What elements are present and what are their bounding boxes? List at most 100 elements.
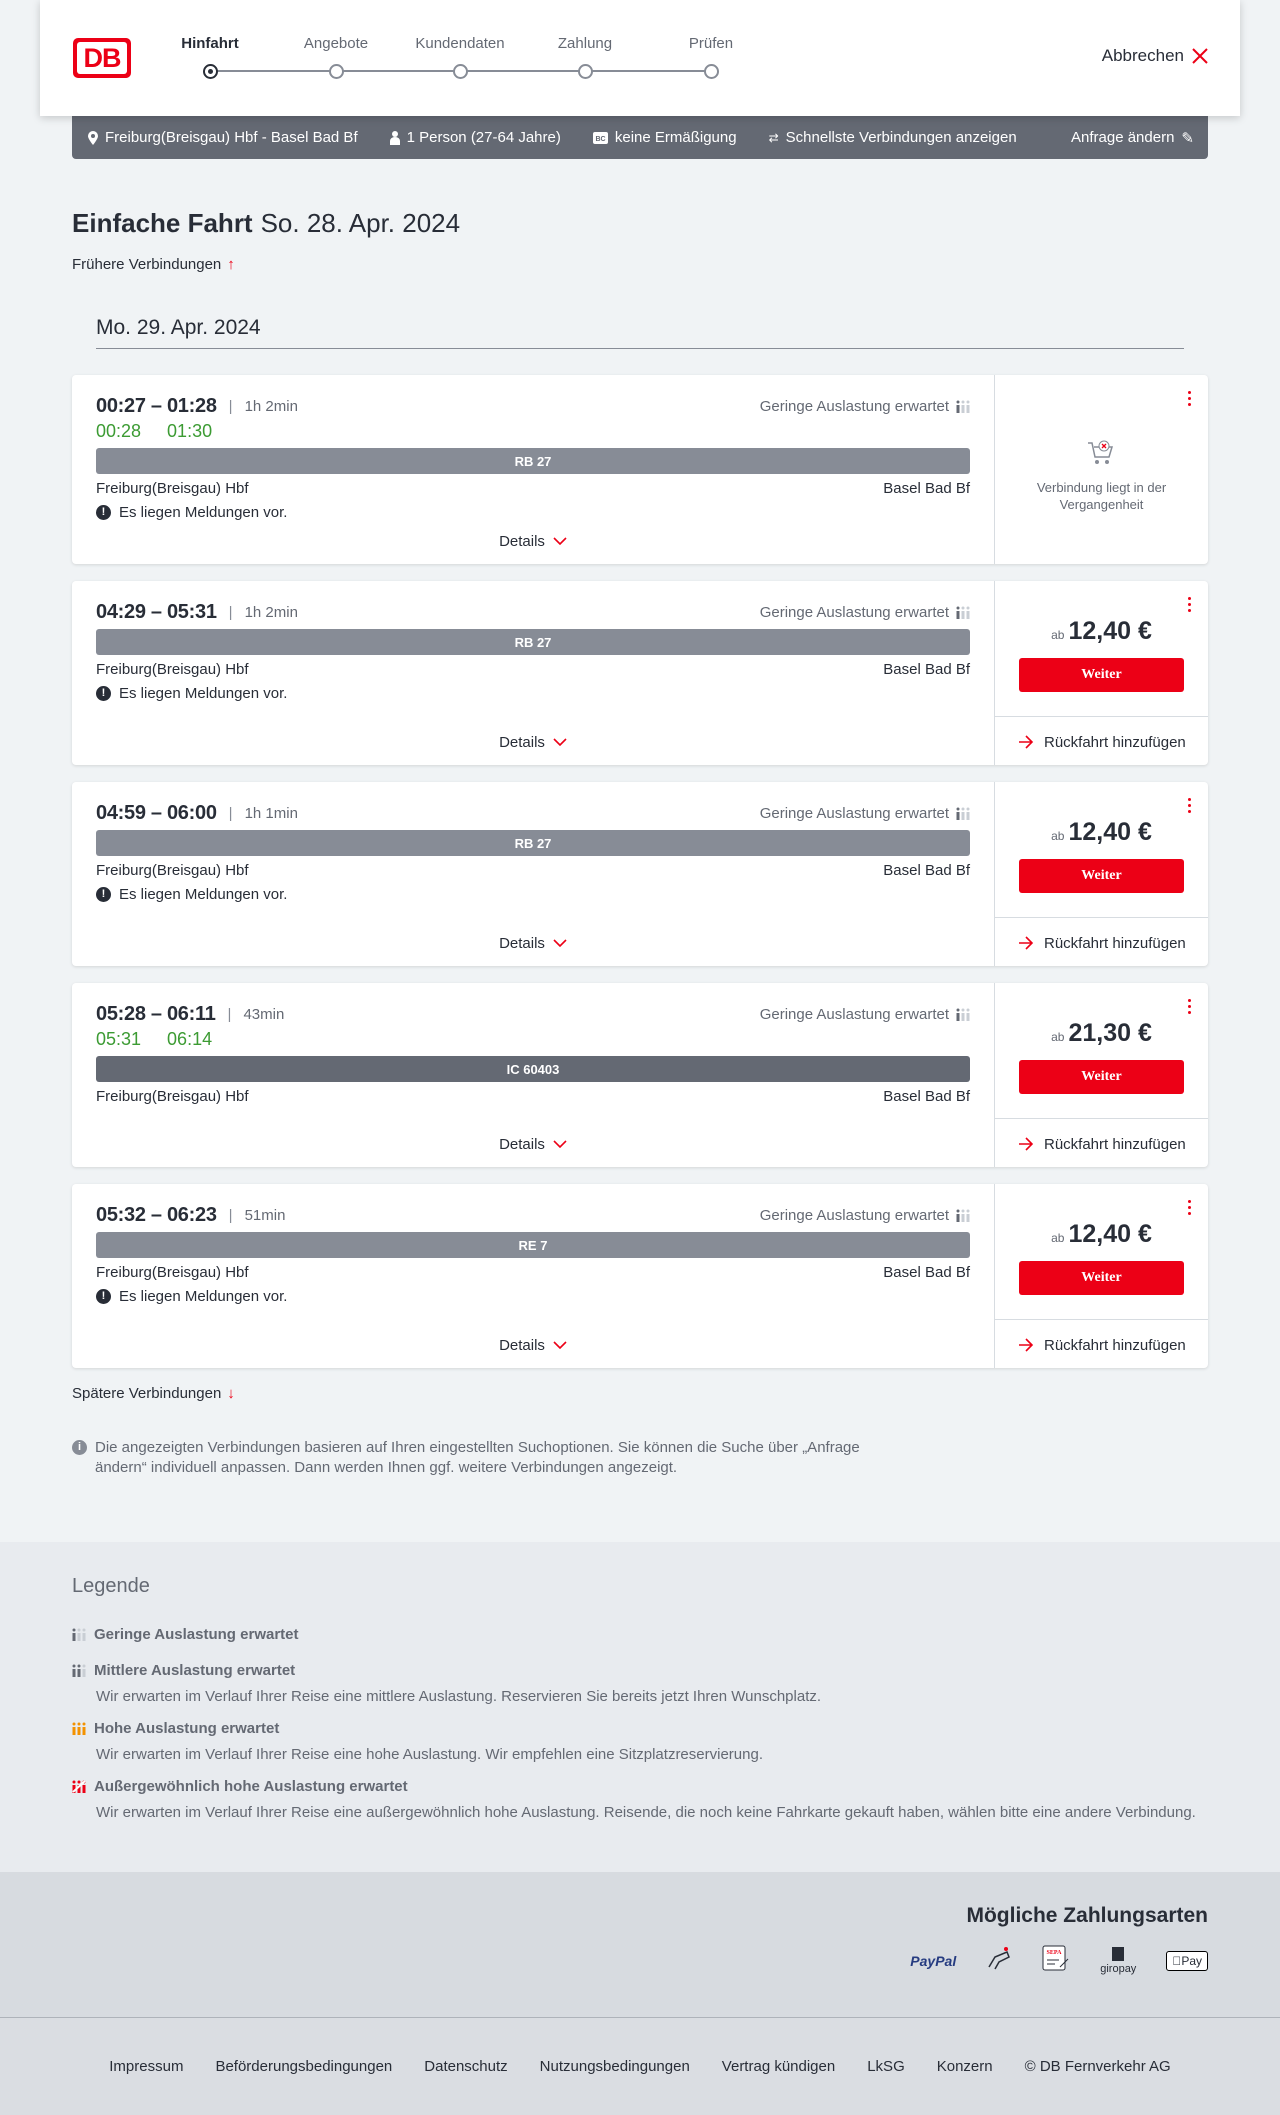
details-toggle[interactable]: Details: [72, 1133, 994, 1155]
service-message[interactable]: ! Es liegen Meldungen vor.: [96, 883, 970, 905]
train-bar: RE 7: [96, 1232, 970, 1258]
connection-info: 05:32 – 06:23 | 51min Geringe Auslastung e…: [72, 1184, 994, 1368]
offer-panel: ab 21,30 € Weiter Rückfahrt hinzufügen: [994, 983, 1208, 1167]
discount-summary: BC keine Ermäßigung: [592, 129, 737, 146]
train-bar: RB 27: [96, 830, 970, 856]
stations: Freiburg(Breisgau) Hbf Basel Bad Bf: [96, 1263, 970, 1281]
change-search-button[interactable]: Anfrage ändern ✎: [1071, 129, 1194, 147]
db-logo[interactable]: DB: [73, 38, 131, 78]
add-return-button[interactable]: Rückfahrt hinzufügen: [1019, 1334, 1208, 1356]
legend-item: Außergewöhnlich hohe Auslastung erwartet…: [72, 1778, 1196, 1823]
chevron-down-icon: [553, 1140, 567, 1148]
route-summary: Freiburg(Breisgau) Hbf - Basel Bad Bf: [88, 129, 358, 146]
train-bar: RB 27: [96, 629, 970, 655]
step-dot-active: [203, 64, 218, 79]
footer-link[interactable]: Beförderungsbedingungen: [215, 2058, 393, 2075]
more-options-icon[interactable]: [1186, 999, 1192, 1015]
price: ab 12,40 €: [1051, 818, 1152, 846]
occupancy-indicator: Geringe Auslastung erwartet: [760, 1006, 970, 1023]
service-message[interactable]: ! Es liegen Meldungen vor.: [96, 682, 970, 704]
continue-button[interactable]: Weiter: [1019, 658, 1184, 692]
cart-unavailable-icon: [1087, 439, 1115, 472]
footer-link[interactable]: Vertrag kündigen: [721, 2058, 836, 2075]
svg-text:BC: BC: [595, 136, 605, 143]
apple-pay-icon: Pay: [1166, 1950, 1208, 1971]
location-pin-icon: [88, 130, 98, 145]
chevron-down-icon: [553, 1341, 567, 1349]
continue-button[interactable]: Weiter: [1019, 859, 1184, 893]
swap-arrows-icon: ⇄: [768, 130, 779, 145]
add-return-button[interactable]: Rückfahrt hinzufügen: [1019, 731, 1208, 753]
step-label: Zahlung: [557, 35, 613, 52]
stations: Freiburg(Breisgau) Hbf Basel Bad Bf: [96, 479, 970, 497]
bahncard-icon: BC: [592, 131, 608, 144]
footer-link[interactable]: Konzern: [936, 2058, 993, 2075]
legend-section: Legende Geringe Auslastung erwartet Mittl…: [0, 1542, 1280, 1872]
more-options-icon[interactable]: [1186, 1200, 1192, 1216]
offer-panel: ab 12,40 € Weiter Rückfahrt hinzufügen: [994, 1184, 1208, 1368]
fastest-toggle[interactable]: ⇄ Schnellste Verbindungen anzeigen: [768, 129, 1017, 146]
continue-button[interactable]: Weiter: [1019, 1261, 1184, 1295]
connection-times: 04:29 – 05:31: [96, 600, 217, 623]
arrow-right-icon: [1019, 1137, 1034, 1151]
stations: Freiburg(Breisgau) Hbf Basel Bad Bf: [96, 660, 970, 678]
credit-card-icon: [986, 1945, 1012, 1976]
arrow-right-icon: [1019, 1338, 1034, 1352]
arrow-down-icon: ↓: [227, 1385, 235, 1402]
footer: Impressum Beförderungsbedingungen Datensch…: [0, 2018, 1280, 2115]
occupancy-icon: [72, 1780, 86, 1793]
add-return-button[interactable]: Rückfahrt hinzufügen: [1019, 1133, 1208, 1155]
details-toggle[interactable]: Details: [72, 932, 994, 954]
page-title: Einfache Fahrt So. 28. Apr. 2024: [72, 208, 461, 238]
step-label: Angebote: [303, 35, 369, 52]
connection-times: 05:28 – 06:11: [96, 1002, 216, 1025]
footer-link[interactable]: Nutzungsbedingungen: [539, 2058, 690, 2075]
details-toggle[interactable]: Details: [72, 530, 994, 552]
stations: Freiburg(Breisgau) Hbf Basel Bad Bf: [96, 1087, 970, 1105]
connection-info: 04:29 – 05:31 | 1h 2min Geringe Auslastung…: [72, 581, 994, 765]
separator: |: [228, 603, 233, 621]
more-options-icon[interactable]: [1186, 391, 1192, 407]
price: ab 21,30 €: [1051, 1019, 1152, 1047]
details-toggle[interactable]: Details: [72, 731, 994, 753]
continue-button[interactable]: Weiter: [1019, 1060, 1184, 1094]
later-connections-link[interactable]: Spätere Verbindungen ↓: [72, 1385, 235, 1402]
giropay-icon: giropay: [1100, 1946, 1137, 1975]
service-message[interactable]: ! Es liegen Meldungen vor.: [96, 1285, 970, 1307]
footer-link[interactable]: LkSG: [867, 2058, 905, 2075]
payment-icons: PayPal SEPA giropay Pay: [910, 1945, 1208, 1976]
occupancy-icon: [956, 1008, 970, 1021]
duration: 1h 2min: [244, 603, 298, 621]
earlier-connections-link[interactable]: Frühere Verbindungen ↑: [72, 256, 235, 273]
price: ab 12,40 €: [1051, 617, 1152, 645]
separator: |: [228, 804, 233, 822]
occupancy-indicator: Geringe Auslastung erwartet: [760, 1207, 970, 1224]
header: DB Hinfahrt Angebote Kundendaten Zahlung…: [40, 0, 1240, 116]
chevron-down-icon: [553, 939, 567, 947]
offer-panel: ab 12,40 € Weiter Rückfahrt hinzufügen: [994, 581, 1208, 765]
search-summary-bar: Freiburg(Breisgau) Hbf - Basel Bad Bf 1 …: [72, 116, 1208, 159]
occupancy-indicator: Geringe Auslastung erwartet: [760, 398, 970, 415]
connection-card: 04:29 – 05:31 | 1h 2min Geringe Auslastung…: [72, 581, 1208, 765]
passenger-summary: 1 Person (27-64 Jahre): [389, 129, 561, 146]
arrow-up-icon: ↑: [227, 256, 235, 273]
price: ab 12,40 €: [1051, 1220, 1152, 1248]
step-label: Hinfahrt: [181, 35, 239, 52]
footer-link[interactable]: Impressum: [109, 2058, 184, 2075]
occupancy-icon: [72, 1664, 86, 1677]
legend-item: Hohe Auslastung erwartet Wir erwarten im …: [72, 1720, 763, 1765]
step-dot: [704, 64, 719, 79]
exclamation-icon: !: [96, 685, 111, 701]
paypal-icon: PayPal: [910, 1952, 957, 1969]
add-return-button[interactable]: Rückfahrt hinzufügen: [1019, 932, 1208, 954]
duration: 51min: [244, 1206, 286, 1224]
cancel-button[interactable]: Abbrechen: [1102, 46, 1208, 66]
more-options-icon[interactable]: [1186, 798, 1192, 814]
occupancy-icon: [956, 400, 970, 413]
offer-panel: ab 12,40 € Weiter Rückfahrt hinzufügen: [994, 782, 1208, 966]
service-message[interactable]: ! Es liegen Meldungen vor.: [96, 501, 970, 523]
footer-link[interactable]: Datenschutz: [424, 2058, 508, 2075]
sepa-icon: SEPA: [1042, 1945, 1070, 1976]
more-options-icon[interactable]: [1186, 597, 1192, 613]
details-toggle[interactable]: Details: [72, 1334, 994, 1356]
